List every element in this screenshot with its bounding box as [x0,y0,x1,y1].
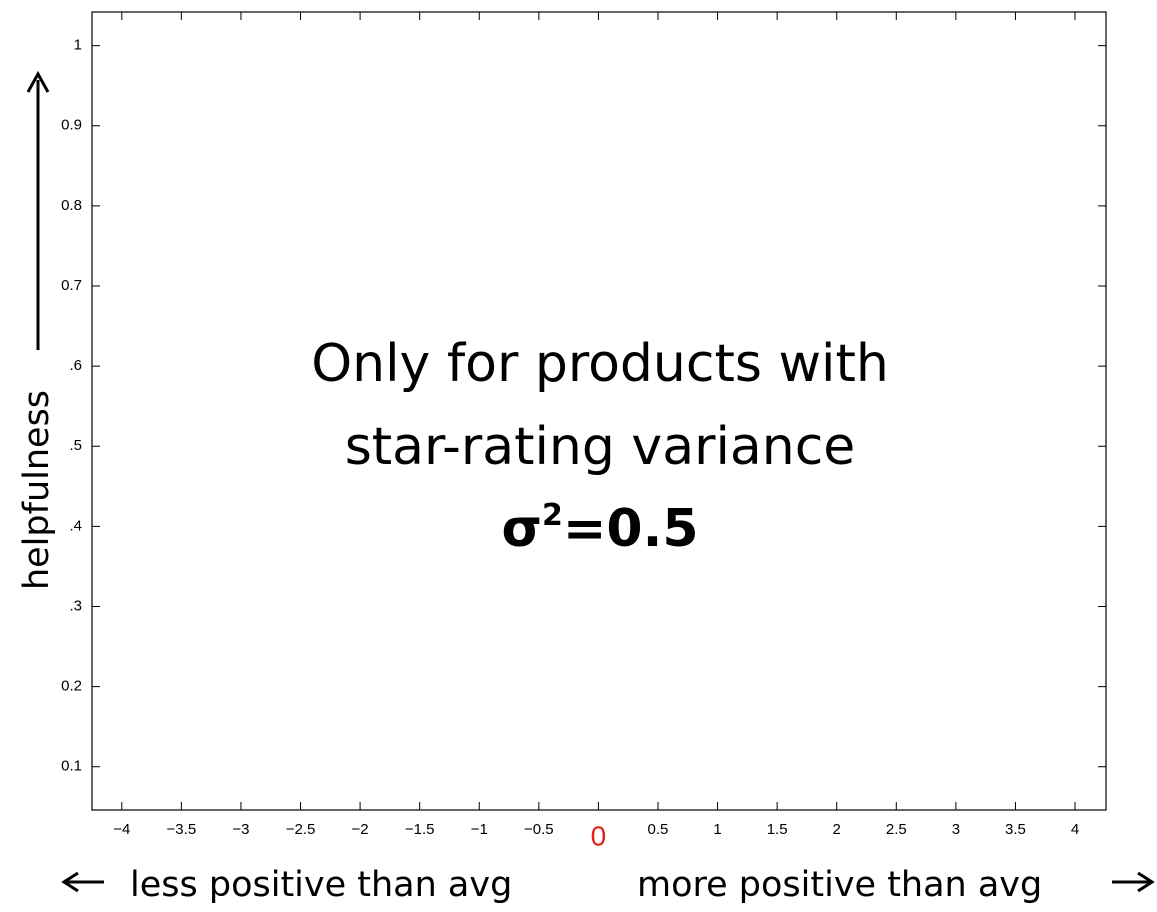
x-tick-label: 0.5 [648,821,669,838]
x-tick-label: −3.5 [167,821,197,838]
x-tick-label: −4 [113,821,130,838]
annotation-line: star-rating variance [345,417,856,477]
x-tick-label: 1 [713,821,721,838]
x-tick-label: −2.5 [286,821,316,838]
x-tick-label: −3 [232,821,249,838]
x-tick-label: 1.5 [767,821,788,838]
x-tick-label: 0 [591,820,607,851]
x-tick-label: 4 [1071,821,1079,838]
x-tick-label: 2 [833,821,841,838]
y-tick-label: .4 [69,517,82,534]
x-arrow-left [61,871,104,893]
y-tick-label: 0.9 [61,117,82,134]
y-tick-label: 1 [74,37,82,54]
y-tick-label: 0.2 [61,678,82,695]
x-tick-label: 3 [952,821,960,838]
y-axis-label: helpfulness [17,390,57,590]
x-arrow-right [1112,871,1155,893]
y-tick-label: .6 [69,357,82,374]
x-tick-label: −2 [352,821,369,838]
x-tick-label: 3.5 [1005,821,1026,838]
annotation-line: Only for products with [311,334,889,394]
x-axis-label-left: less positive than avg [130,865,512,905]
y-arrow [26,70,50,350]
x-tick-label: 2.5 [886,821,907,838]
y-tick-label: 0.8 [61,197,82,214]
x-tick-label: −1 [471,821,488,838]
annotation-formula: σ2=0.5 [501,498,698,560]
y-tick-label: 0.1 [61,758,82,775]
x-tick-label: −0.5 [524,821,554,838]
y-tick-label: .5 [69,437,82,454]
y-tick-label: .3 [69,597,82,614]
x-axis-label-right: more positive than avg [637,865,1042,905]
x-tick-label: −1.5 [405,821,435,838]
plot-frame [91,11,1107,811]
y-tick-label: 0.7 [61,277,82,294]
